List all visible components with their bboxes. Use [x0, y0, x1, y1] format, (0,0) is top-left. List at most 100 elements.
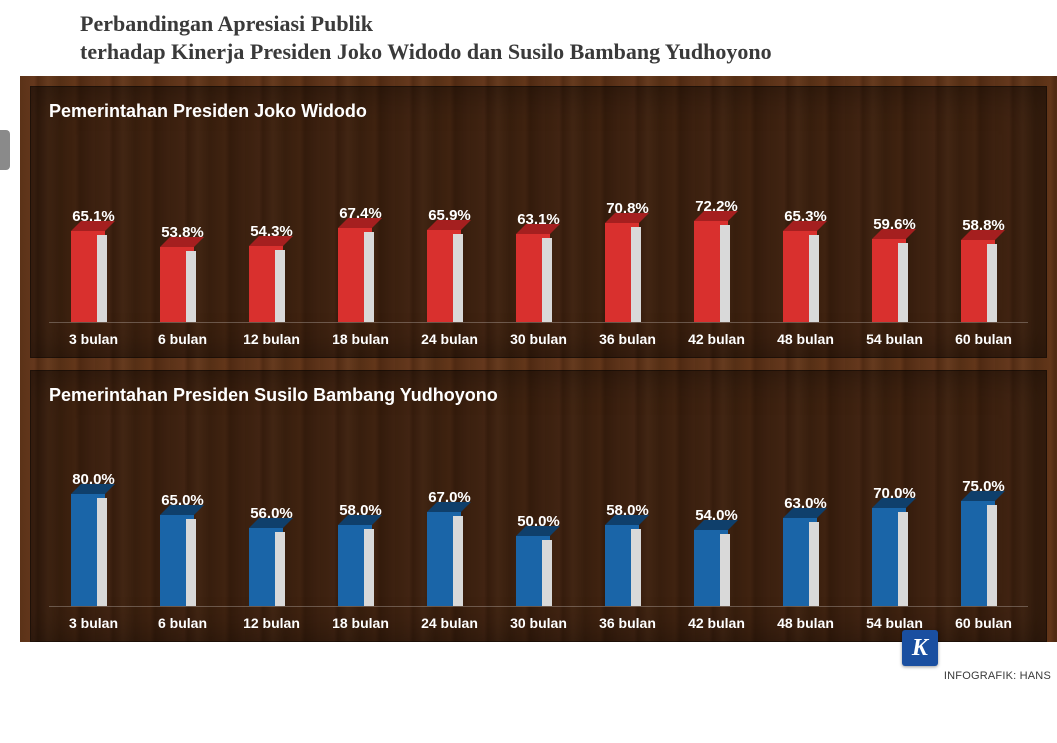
category-label: 36 bulan [583, 331, 672, 347]
bar-3d [694, 221, 740, 322]
category-label: 3 bulan [49, 331, 138, 347]
bar-slot: 63,0% [761, 436, 850, 606]
bar-3d [516, 536, 562, 606]
bar-3d [71, 231, 117, 322]
bar-highlight-stripe [97, 498, 107, 606]
category-label: 6 bulan [138, 615, 227, 631]
bar-highlight-stripe [720, 534, 730, 606]
bar-slot: 67,0% [405, 436, 494, 606]
bar-slot: 80,0% [49, 436, 138, 606]
bar-slot: 53,8% [138, 152, 227, 322]
bar-highlight-stripe [275, 250, 285, 322]
wood-panel: Pemerintahan Presiden Joko Widodo65,1%53… [20, 76, 1057, 642]
chart-box-sby: Pemerintahan Presiden Susilo Bambang Yud… [30, 370, 1047, 642]
category-label: 54 bulan [850, 331, 939, 347]
bar-highlight-stripe [453, 234, 463, 322]
bars-row-jokowi: 65,1%53,8%54,3%67,4%65,9%63,1%70.8%72,2%… [49, 152, 1028, 323]
labels-row-jokowi: 3 bulan6 bulan12 bulan18 bulan24 bulan30… [49, 331, 1028, 347]
category-label: 12 bulan [227, 615, 316, 631]
bar-slot: 58,8% [939, 152, 1028, 322]
bar-3d [516, 234, 562, 322]
category-label: 18 bulan [316, 615, 405, 631]
bar-slot: 70.8% [583, 152, 672, 322]
bars-row-sby: 80,0%65,0%56,0%58,0%67,0%50,0%58,0%54,0%… [49, 436, 1028, 607]
category-label: 48 bulan [761, 331, 850, 347]
bar-3d [872, 239, 918, 322]
category-label: 24 bulan [405, 331, 494, 347]
bar-slot: 65,0% [138, 436, 227, 606]
bar-highlight-stripe [631, 227, 641, 322]
kompas-badge: K [902, 630, 938, 666]
bar-slot: 63,1% [494, 152, 583, 322]
bar-highlight-stripe [453, 516, 463, 606]
bar-slot: 56,0% [227, 436, 316, 606]
category-label: 36 bulan [583, 615, 672, 631]
title-line-1: Perbandingan Apresiasi Publik [80, 11, 373, 36]
bar-highlight-stripe [186, 519, 196, 606]
bar-3d [694, 530, 740, 606]
bar-3d [338, 525, 384, 606]
category-label: 42 bulan [672, 615, 761, 631]
bar-highlight-stripe [631, 529, 641, 606]
bar-slot: 65,9% [405, 152, 494, 322]
main-title: Perbandingan Apresiasi Publik terhadap K… [80, 10, 1057, 66]
bar-3d [338, 228, 384, 322]
category-label: 6 bulan [138, 331, 227, 347]
bar-highlight-stripe [364, 529, 374, 606]
bar-3d [249, 246, 295, 322]
chart-box-jokowi: Pemerintahan Presiden Joko Widodo65,1%53… [30, 86, 1047, 358]
category-label: 30 bulan [494, 331, 583, 347]
credit-text: INFOGRAFIK: HANS [944, 670, 1051, 682]
bar-highlight-stripe [97, 235, 107, 322]
category-label: 54 bulan [850, 615, 939, 631]
bar-3d [605, 223, 651, 322]
category-label: 24 bulan [405, 615, 494, 631]
bar-slot: 59,6% [850, 152, 939, 322]
bar-3d [783, 231, 829, 322]
bar-slot: 67,4% [316, 152, 405, 322]
bar-slot: 54,3% [227, 152, 316, 322]
bar-highlight-stripe [275, 532, 285, 606]
bar-highlight-stripe [186, 251, 196, 322]
chart-title-sby: Pemerintahan Presiden Susilo Bambang Yud… [49, 385, 1028, 406]
bar-3d [961, 501, 1007, 606]
bar-highlight-stripe [987, 244, 997, 322]
bar-slot: 58,0% [316, 436, 405, 606]
bar-highlight-stripe [987, 505, 997, 606]
bar-3d [961, 240, 1007, 322]
bar-slot: 75,0% [939, 436, 1028, 606]
bar-slot: 65,3% [761, 152, 850, 322]
category-label: 48 bulan [761, 615, 850, 631]
bar-3d [249, 528, 295, 606]
bar-3d [71, 494, 117, 606]
bar-slot: 65,1% [49, 152, 138, 322]
bar-slot: 70,0% [850, 436, 939, 606]
category-label: 30 bulan [494, 615, 583, 631]
bar-highlight-stripe [809, 522, 819, 606]
bar-3d [427, 230, 473, 322]
bar-slot: 72,2% [672, 152, 761, 322]
category-label: 18 bulan [316, 331, 405, 347]
category-label: 42 bulan [672, 331, 761, 347]
category-label: 12 bulan [227, 331, 316, 347]
bar-3d [605, 525, 651, 606]
category-label: 60 bulan [939, 615, 1028, 631]
bar-highlight-stripe [542, 540, 552, 606]
bar-3d [783, 518, 829, 606]
labels-row-sby: 3 bulan6 bulan12 bulan18 bulan24 bulan30… [49, 615, 1028, 631]
bar-3d [872, 508, 918, 606]
bar-3d [160, 247, 206, 322]
title-line-2: terhadap Kinerja Presiden Joko Widodo da… [80, 39, 772, 64]
bar-highlight-stripe [898, 512, 908, 606]
bar-slot: 50,0% [494, 436, 583, 606]
bar-highlight-stripe [898, 243, 908, 322]
bar-3d [427, 512, 473, 606]
bar-highlight-stripe [720, 225, 730, 322]
bar-3d [160, 515, 206, 606]
bar-highlight-stripe [809, 235, 819, 322]
left-edge-tab [0, 130, 10, 170]
badge-letter: K [912, 636, 928, 660]
bar-highlight-stripe [542, 238, 552, 322]
bar-highlight-stripe [364, 232, 374, 322]
bar-slot: 54,0% [672, 436, 761, 606]
